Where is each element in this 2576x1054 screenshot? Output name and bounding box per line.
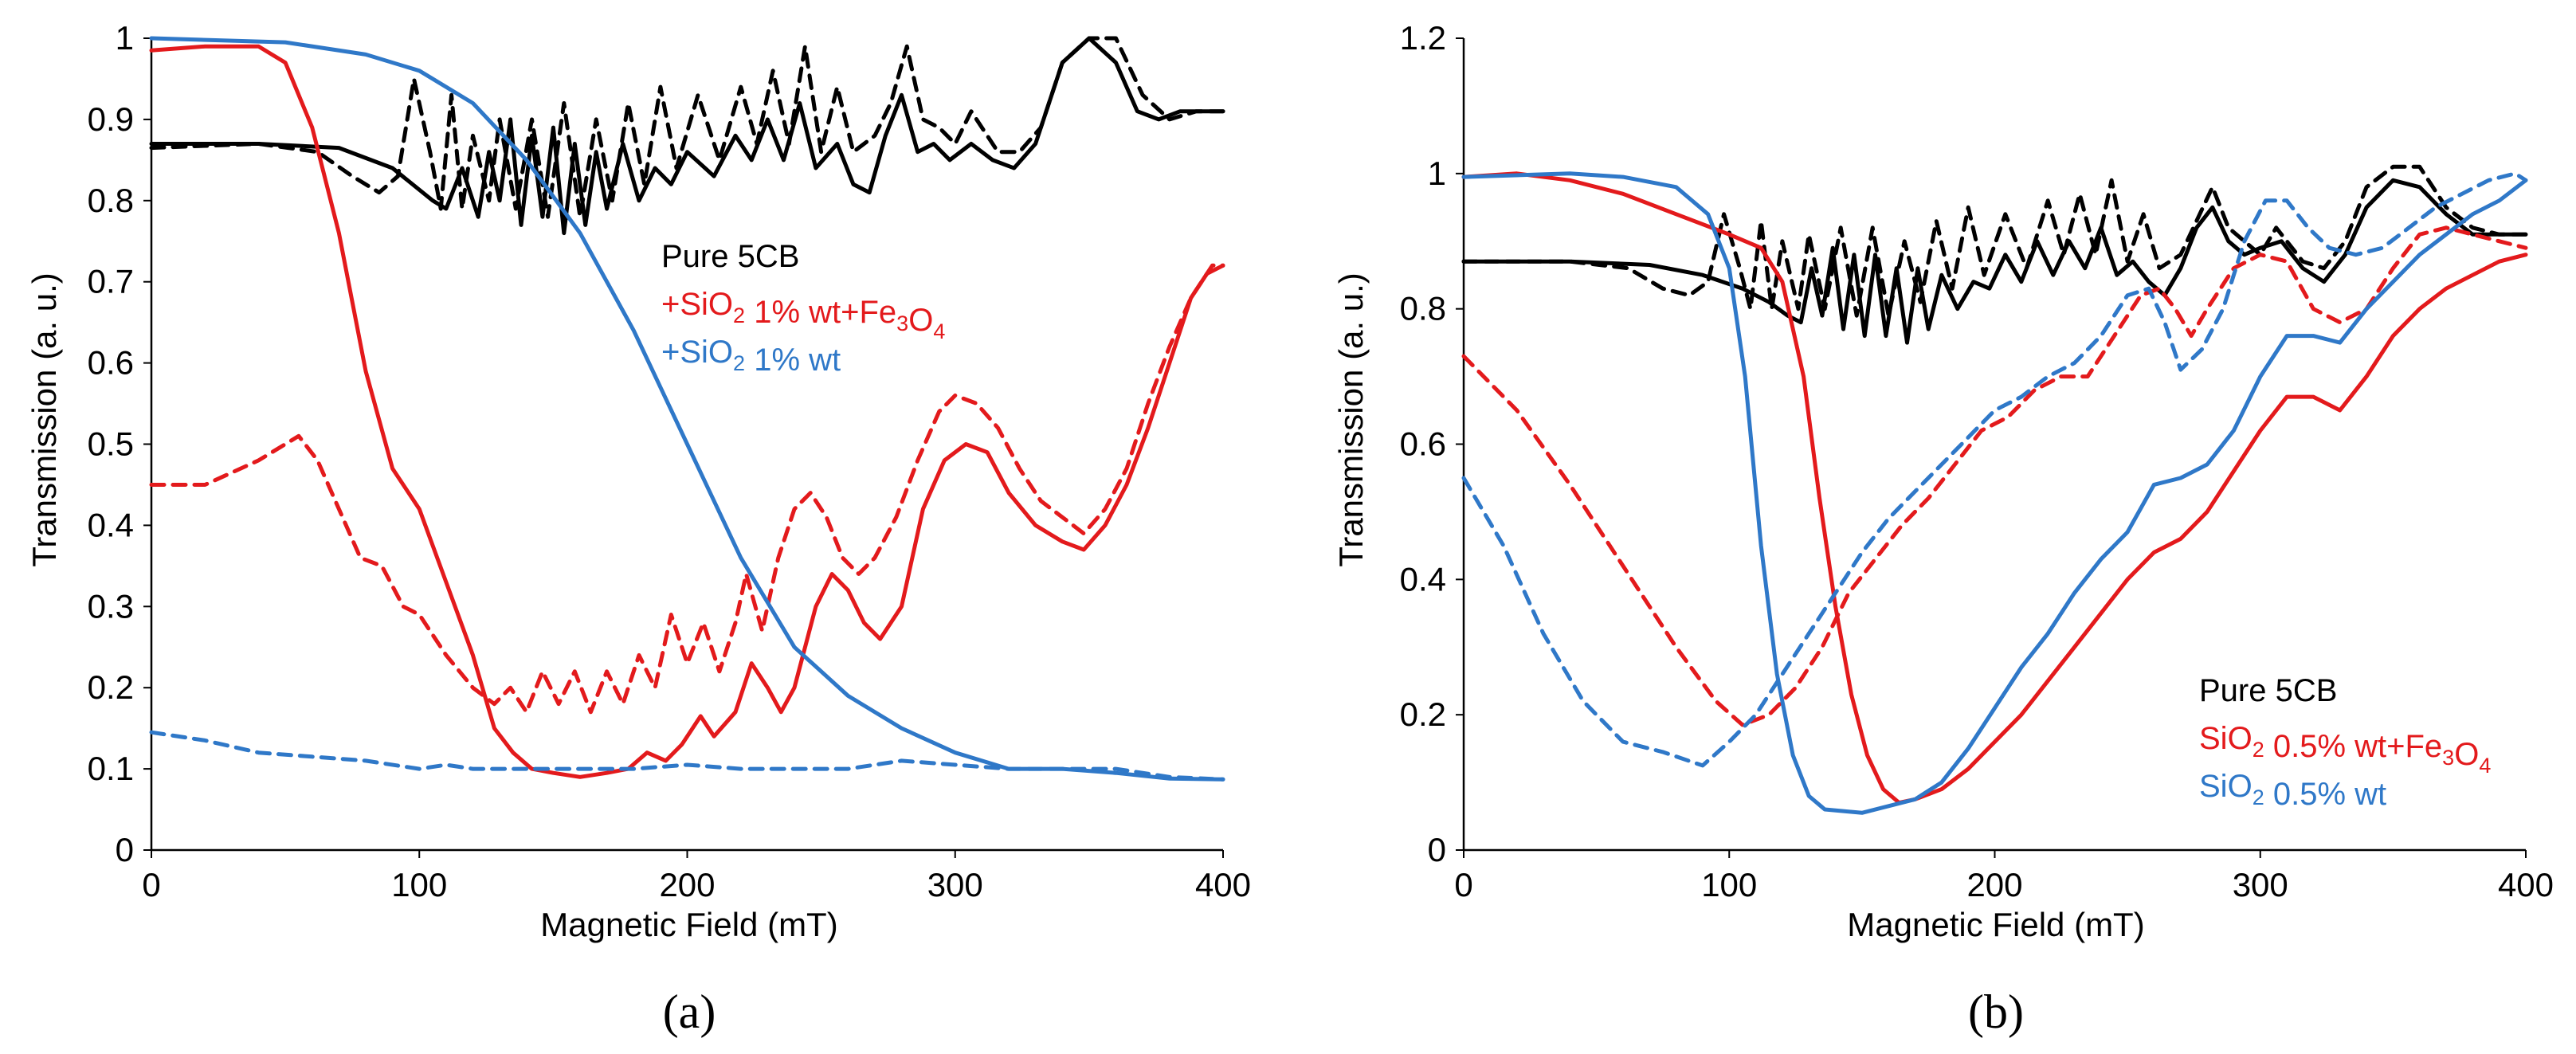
y-tick-label: 0.7	[88, 263, 134, 300]
y-tick-label: 0.8	[88, 182, 134, 219]
y-tick-label: 0	[1428, 831, 1446, 868]
panel-a-chart: Transmission (a. u.) Magnetic Field (mT)…	[25, 19, 1251, 1038]
legend-entry: SiO2 0.5% wt+Fe3O4	[2199, 721, 2491, 778]
legend-entry: Pure 5CB	[661, 239, 799, 274]
y-tick-label: 0	[116, 831, 134, 868]
series-line: SiO2 0.5% wt (dashed)	[1461, 171, 2528, 768]
x-tick-label: 400	[2498, 866, 2554, 903]
y-tick-label: 0.4	[88, 506, 134, 543]
series-line: Pure 5CB (dashed)	[1461, 164, 2528, 318]
y-tick-label: 1.2	[1400, 19, 1446, 57]
panel-b-label: (b)	[1968, 985, 2024, 1038]
x-tick-label: 0	[142, 866, 160, 903]
x-tick-label: 100	[391, 866, 447, 903]
panel-a-ylabel: Transmission (a. u.)	[25, 272, 63, 567]
x-tick-label: 300	[927, 866, 983, 903]
series-line: SiO2 0.5% wt+Fe3O4 (solid)	[1461, 171, 2528, 805]
legend-entry: +SiO2 1% wt	[661, 335, 841, 378]
panel-b-ylabel: Transmission (a. u.)	[1332, 272, 1370, 567]
x-tick-label: 400	[1195, 866, 1251, 903]
series-line: SiO2 0.5% wt+Fe3O4 (dashed)	[1461, 225, 2528, 727]
legend-entry: SiO2 0.5% wt	[2199, 769, 2386, 812]
panel-b-chart: Transmission (a. u.) Magnetic Field (mT)…	[1332, 19, 2554, 1038]
y-tick-label: 0.5	[88, 425, 134, 463]
y-tick-label: 0.1	[88, 750, 134, 787]
x-tick-label: 100	[1701, 866, 1757, 903]
y-tick-label: 1	[1428, 155, 1446, 192]
y-tick-label: 0.2	[1400, 695, 1446, 733]
series-line: Pure 5CB (dashed)	[149, 36, 1225, 219]
series-line: +SiO2 1% wt+Fe3O4 (dashed)	[149, 263, 1225, 715]
series-line: Pure 5CB (solid)	[1461, 178, 2528, 345]
panel-a-xlabel: Magnetic Field (mT)	[540, 906, 837, 943]
y-tick-label: 0.8	[1400, 290, 1446, 327]
series-line: Pure 5CB (solid)	[149, 36, 1225, 236]
y-tick-label: 0.6	[88, 344, 134, 382]
x-tick-label: 300	[2233, 866, 2288, 903]
legend-entry: +SiO2 1% wt+Fe3O4	[661, 287, 945, 343]
legend-entry: Pure 5CB	[2199, 673, 2337, 708]
y-tick-label: 1	[116, 19, 134, 57]
y-tick-label: 0.9	[88, 100, 134, 138]
series-line: SiO2 0.5% wt (solid)	[1461, 171, 2528, 815]
x-tick-label: 200	[659, 866, 715, 903]
panel-a-label: (a)	[663, 985, 716, 1038]
series-line: +SiO2 1% wt+Fe3O4 (solid)	[149, 44, 1225, 779]
y-tick-label: 0.3	[88, 587, 134, 625]
y-tick-label: 0.4	[1400, 560, 1446, 598]
panel-b-xlabel: Magnetic Field (mT)	[1847, 906, 2144, 943]
y-tick-label: 0.2	[88, 668, 134, 706]
x-tick-label: 0	[1454, 866, 1472, 903]
y-tick-label: 0.6	[1400, 425, 1446, 463]
series-line: +SiO2 1% wt (dashed)	[149, 730, 1225, 782]
x-tick-label: 200	[1966, 866, 2022, 903]
